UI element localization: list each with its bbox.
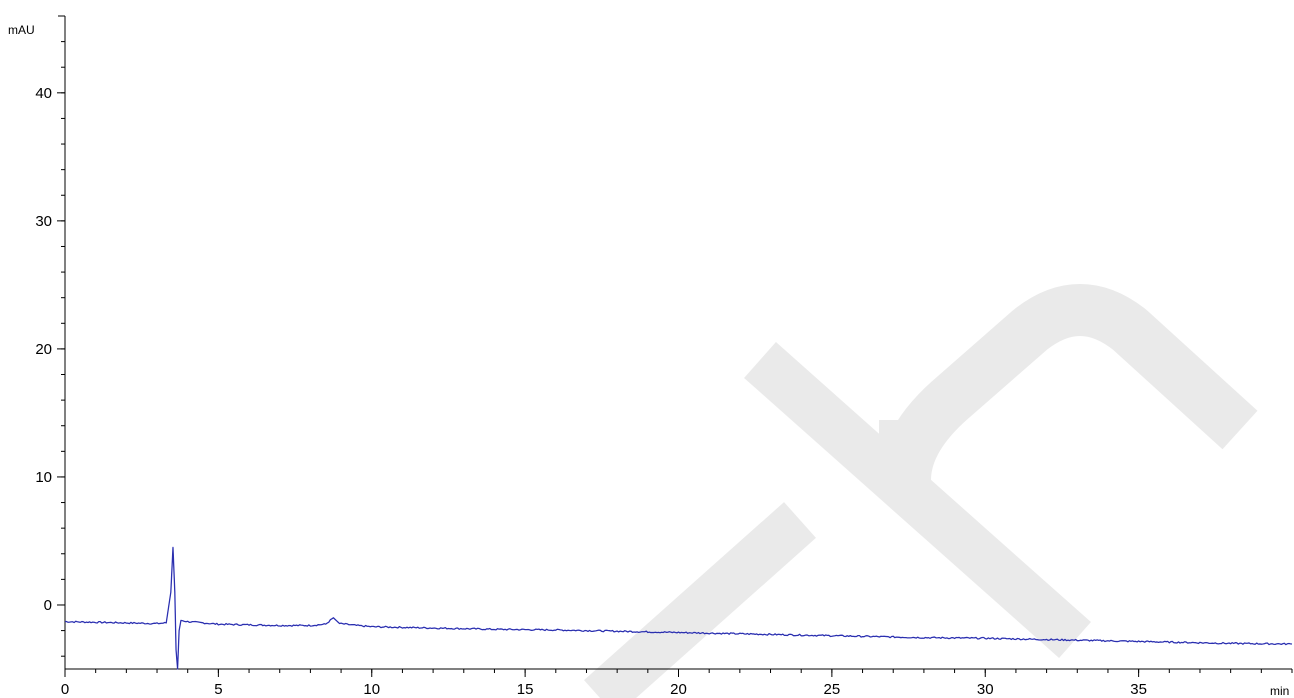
y-tick-label: 10 — [35, 469, 52, 486]
x-tick-label: 15 — [517, 681, 534, 698]
x-tick-label: 0 — [61, 681, 69, 698]
y-axis-unit-label: mAU — [8, 23, 35, 37]
x-tick-label: 35 — [1130, 681, 1147, 698]
y-tick-label: 20 — [35, 341, 52, 358]
trace-layer — [64, 546, 1293, 670]
x-tick-label: 20 — [670, 681, 687, 698]
x-tick-label: 25 — [824, 681, 841, 698]
x-tick-label: 30 — [977, 681, 994, 698]
watermark-logo — [584, 284, 1258, 698]
series-line-core — [64, 547, 1293, 670]
x-axis-unit-label: min — [1270, 684, 1289, 698]
y-tick-label: 0 — [44, 597, 52, 614]
y-tick-label: 40 — [35, 85, 52, 102]
x-tick-label: 5 — [214, 681, 222, 698]
y-tick-label: 30 — [35, 213, 52, 230]
x-tick-label: 10 — [363, 681, 380, 698]
axes-group: 0 10 20 30 40 0 5 10 15 20 25 30 35 — [35, 15, 1293, 698]
